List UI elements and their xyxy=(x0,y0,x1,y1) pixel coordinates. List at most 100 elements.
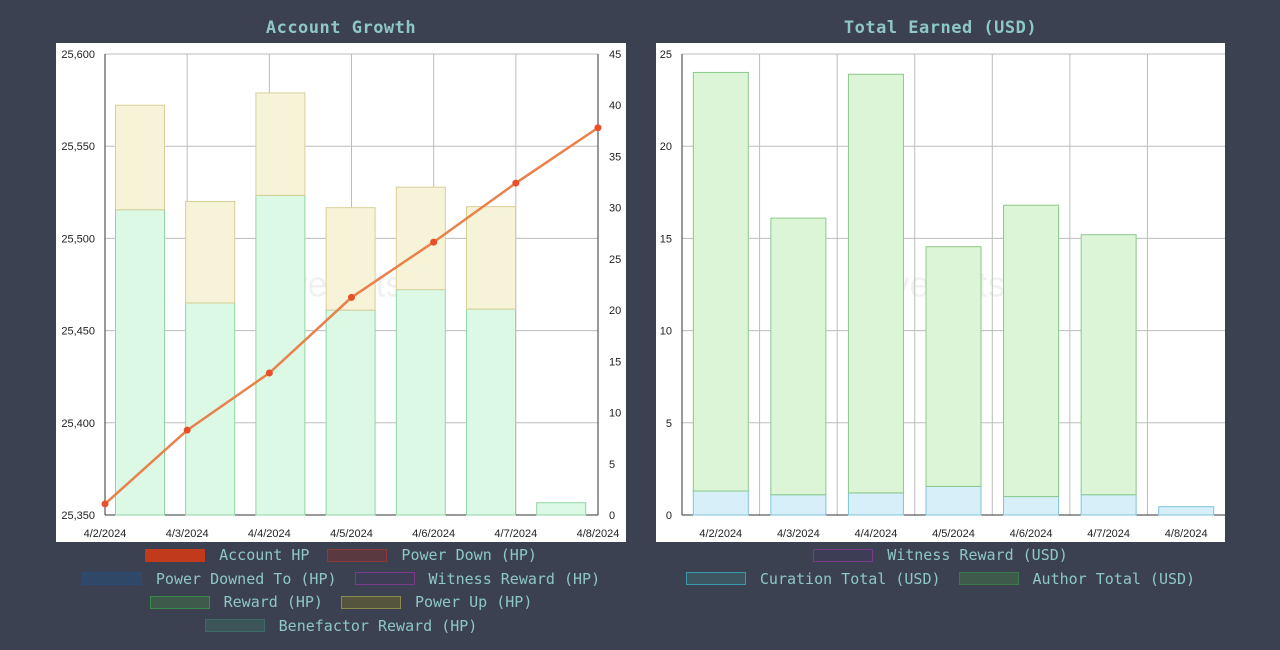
account-growth-right-tick-label: 0 xyxy=(609,510,615,522)
total-earned-legend: Witness Reward (USD) Curation Total (USD)… xyxy=(656,544,1225,604)
account-growth-x-tick-label: 4/5/2024 xyxy=(330,528,373,540)
author-total-bar xyxy=(770,217,827,496)
reward-hp-bar xyxy=(536,502,587,516)
total-earned-y-tick-label: 5 xyxy=(666,418,672,430)
legend-swatch xyxy=(204,619,265,632)
total-earned-y-tick-label: 20 xyxy=(660,141,672,153)
curation-total-bar xyxy=(1003,496,1060,516)
account-growth-x-tick-label: 4/6/2024 xyxy=(412,528,455,540)
legend-label: Author Total (USD) xyxy=(1032,569,1196,588)
account-growth-left-tick-label: 25,350 xyxy=(61,510,95,522)
total-earned-x-tick-label: 4/2/2024 xyxy=(699,528,742,540)
total-earned-x-tick-label: 4/6/2024 xyxy=(1010,528,1053,540)
account-growth-right-tick-label: 30 xyxy=(609,203,621,215)
total-earned-legend-row: Curation Total (USD) Author Total (USD) xyxy=(656,568,1225,590)
total-earned-y-tick-label: 10 xyxy=(660,326,672,338)
total-earned-x-tick-label: 4/5/2024 xyxy=(932,528,975,540)
account-growth-left-tick-label: 25,500 xyxy=(61,233,95,245)
legend-swatch xyxy=(81,572,142,585)
legend-label: Benefactor Reward (HP) xyxy=(278,616,478,635)
total-earned-legend-item[interactable]: Curation Total (USD) xyxy=(685,569,941,588)
reward-hp-bar xyxy=(185,302,236,516)
account-growth-legend-item[interactable]: Account HP xyxy=(145,546,309,564)
account-growth-legend: Account HP Power Down (HP) Power Downed To… xyxy=(56,544,626,644)
account-growth-left-tick-label: 25,600 xyxy=(61,49,95,61)
author-total-bar xyxy=(1080,234,1137,496)
total-earned-legend-item[interactable]: Witness Reward (USD) xyxy=(813,546,1068,564)
account-growth-right-tick-label: 10 xyxy=(609,408,621,420)
account-growth-x-tick-label: 4/8/2024 xyxy=(577,528,620,540)
account-growth-title: Account Growth xyxy=(265,18,417,38)
total-earned-legend-row: Witness Reward (USD) xyxy=(656,544,1225,566)
total-earned-legend-item[interactable]: Author Total (USD) xyxy=(958,569,1196,588)
curation-total-bar xyxy=(1080,494,1137,516)
account-growth-left-tick-label: 25,450 xyxy=(61,326,95,338)
power-up-hp-bar xyxy=(185,201,236,304)
legend-swatch xyxy=(145,548,206,562)
account-hp-point xyxy=(512,179,520,187)
account-hp-point xyxy=(183,426,191,434)
total-earned-title: Total Earned (USD) xyxy=(843,18,1038,38)
account-growth-legend-row: Reward (HP) Power Up (HP) xyxy=(56,591,626,613)
legend-swatch xyxy=(354,572,415,585)
legend-label: Curation Total (USD) xyxy=(759,569,941,588)
account-growth-x-tick-label: 4/2/2024 xyxy=(84,528,127,540)
total-earned-x-tick-label: 4/3/2024 xyxy=(777,528,820,540)
account-growth-legend-row: Benefactor Reward (HP) xyxy=(56,615,626,637)
account-growth-x-tick-label: 4/3/2024 xyxy=(166,528,209,540)
account-growth-left-tick-label: 25,550 xyxy=(61,141,95,153)
curation-total-bar xyxy=(770,494,827,516)
legend-swatch xyxy=(958,572,1019,585)
legend-swatch xyxy=(813,548,874,562)
account-growth-x-tick-label: 4/7/2024 xyxy=(494,528,537,540)
account-growth-right-tick-label: 40 xyxy=(609,100,621,112)
account-growth-legend-item[interactable]: Power Down (HP) xyxy=(327,546,537,564)
account-growth-left-tick-label: 25,400 xyxy=(61,418,95,430)
account-growth-legend-item[interactable]: Power Up (HP) xyxy=(340,593,533,611)
account-hp-point xyxy=(348,293,355,301)
legend-swatch xyxy=(327,548,388,562)
author-total-bar xyxy=(925,246,982,487)
account-growth-right-tick-label: 35 xyxy=(609,151,621,163)
account-growth-right-tick-label: 15 xyxy=(609,356,621,368)
account-growth-legend-row: Power Downed To (HP) Witness Reward (HP) xyxy=(56,568,626,590)
account-hp-point xyxy=(594,124,602,132)
total-earned-x-tick-label: 4/7/2024 xyxy=(1087,528,1130,540)
account-hp-point xyxy=(101,500,109,508)
reward-hp-bar xyxy=(325,309,376,516)
legend-label: Power Down (HP) xyxy=(401,546,537,564)
account-growth-legend-item[interactable]: Power Downed To (HP) xyxy=(81,569,337,588)
legend-swatch xyxy=(149,595,210,609)
power-up-hp-bar xyxy=(115,104,165,211)
account-growth-right-tick-label: 45 xyxy=(609,49,621,61)
legend-label: Witness Reward (HP) xyxy=(428,569,601,588)
curation-total-bar xyxy=(847,492,904,516)
power-up-hp-bar xyxy=(255,92,306,196)
author-total-bar xyxy=(692,71,749,492)
account-growth-legend-item[interactable]: Reward (HP) xyxy=(149,593,323,611)
account-growth-x-tick-label: 4/4/2024 xyxy=(248,528,291,540)
legend-label: Reward (HP) xyxy=(223,593,323,611)
total-earned-x-tick-label: 4/4/2024 xyxy=(855,528,898,540)
legend-label: Account HP xyxy=(219,546,310,564)
author-total-bar xyxy=(1003,204,1060,498)
curation-total-bar xyxy=(1158,506,1215,516)
total-earned-x-tick-label: 4/8/2024 xyxy=(1165,528,1208,540)
account-growth-right-tick-label: 5 xyxy=(609,459,615,471)
account-growth-legend-item[interactable]: Witness Reward (HP) xyxy=(354,569,601,588)
curation-total-bar xyxy=(925,485,982,516)
legend-label: Power Downed To (HP) xyxy=(155,569,337,588)
reward-hp-bar xyxy=(255,194,306,516)
account-growth-legend-item[interactable]: Benefactor Reward (HP) xyxy=(204,616,478,635)
legend-label: Witness Reward (USD) xyxy=(887,546,1068,564)
author-total-bar xyxy=(847,73,904,494)
legend-label: Power Up (HP) xyxy=(414,593,533,611)
legend-swatch xyxy=(685,572,746,585)
reward-hp-bar xyxy=(115,209,165,516)
account-growth-legend-row: Account HP Power Down (HP) xyxy=(56,544,626,566)
reward-hp-bar xyxy=(395,289,446,516)
total-earned-y-tick-label: 0 xyxy=(666,510,672,522)
reward-hp-bar xyxy=(466,308,516,516)
power-up-hp-bar xyxy=(325,207,376,311)
